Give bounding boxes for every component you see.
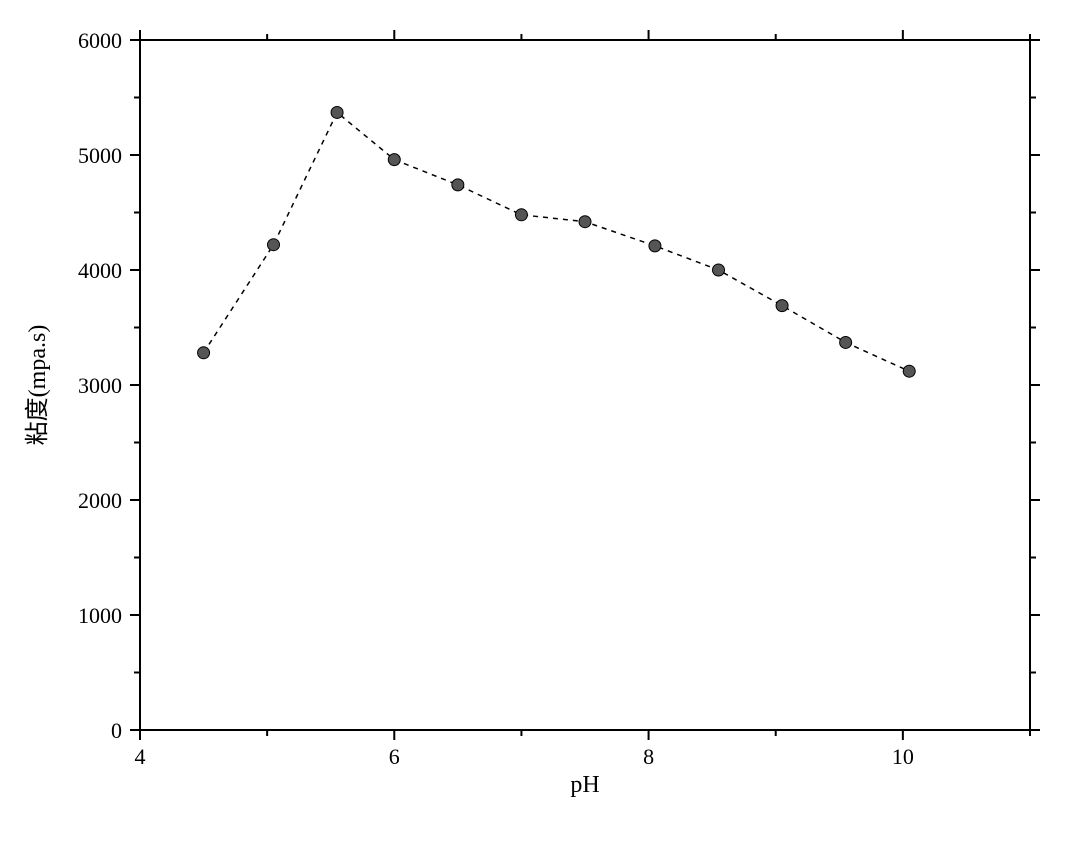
x-tick-label: 6 <box>389 744 400 769</box>
y-tick-label: 3000 <box>78 373 122 398</box>
data-point <box>903 365 915 377</box>
chart-svg: 4 6 8 10 0 1000 2000 3000 4000 5000 6000 pH 粘度(mpa.s… <box>0 0 1084 840</box>
data-point <box>713 264 725 276</box>
data-point <box>776 300 788 312</box>
y-tick-label: 6000 <box>78 28 122 53</box>
data-point <box>515 209 527 221</box>
data-point <box>331 106 343 118</box>
y-tick-label: 0 <box>111 718 122 743</box>
data-point <box>268 239 280 251</box>
data-point <box>579 216 591 228</box>
data-point <box>649 240 661 252</box>
data-point <box>198 347 210 359</box>
data-point <box>840 336 852 348</box>
x-tick-label: 8 <box>643 744 654 769</box>
x-tick-label: 4 <box>135 744 146 769</box>
y-tick-label: 4000 <box>78 258 122 283</box>
x-tick-label: 10 <box>892 744 914 769</box>
data-point <box>388 154 400 166</box>
data-point <box>452 179 464 191</box>
y-tick-label: 2000 <box>78 488 122 513</box>
x-axis-title: pH <box>570 772 599 798</box>
y-axis-title: 粘度(mpa.s) <box>24 325 51 446</box>
viscosity-vs-ph-chart: 4 6 8 10 0 1000 2000 3000 4000 5000 6000 pH 粘度(mpa.s… <box>0 0 1084 840</box>
y-tick-label: 1000 <box>78 603 122 628</box>
chart-background <box>0 0 1084 840</box>
y-tick-label: 5000 <box>78 143 122 168</box>
